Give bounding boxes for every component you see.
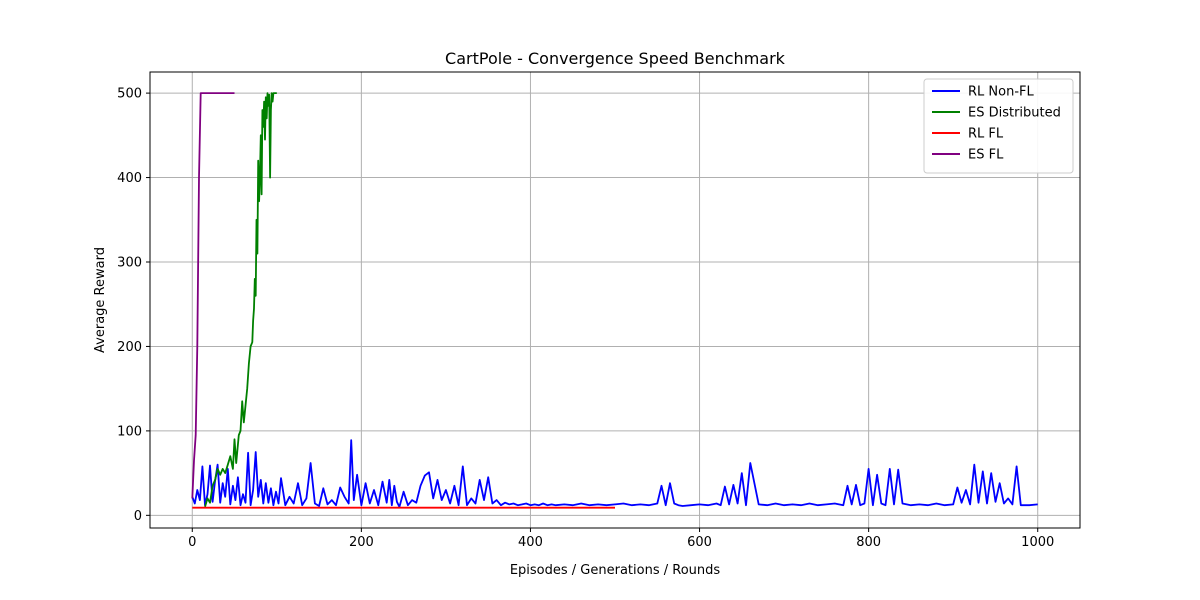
x-tick-label: 600 (687, 535, 712, 550)
y-tick-label: 0 (134, 509, 142, 524)
x-tick-label: 1000 (1021, 535, 1054, 550)
x-tick-label: 800 (856, 535, 881, 550)
series-line-rl-non-fl (191, 439, 1038, 508)
chart-title: CartPole - Convergence Speed Benchmark (445, 49, 786, 68)
series-line-es-fl (191, 92, 235, 499)
legend-label-rl-non-fl: RL Non-FL (968, 85, 1034, 100)
series-lines (191, 92, 1038, 509)
x-tick-label: 200 (349, 535, 374, 550)
legend-label-es-fl: ES FL (968, 148, 1004, 163)
y-tick-label: 100 (117, 424, 142, 439)
y-tick-label: 300 (117, 256, 142, 271)
axis-ticks: 0 200 400 600 800 1000 0 100 200 300 400 500 (117, 87, 1054, 550)
legend-box (923, 78, 1074, 174)
x-axis-label: Episodes / Generations / Rounds (510, 563, 721, 578)
y-tick-label: 200 (117, 340, 142, 355)
y-tick-label: 400 (117, 171, 142, 186)
x-tick-label: 400 (518, 535, 543, 550)
y-axis-label: Average Reward (93, 247, 108, 353)
legend: RL Non-FL ES Distributed RL FL ES FL (923, 78, 1074, 174)
x-tick-label: 0 (188, 535, 196, 550)
legend-label-rl-fl: RL FL (968, 127, 1004, 142)
plot-frame (149, 71, 1081, 529)
y-tick-label: 500 (117, 87, 142, 102)
legend-label-es-distributed: ES Distributed (968, 106, 1061, 121)
grid (150, 72, 1080, 528)
series-line-es-distributed (204, 92, 277, 508)
